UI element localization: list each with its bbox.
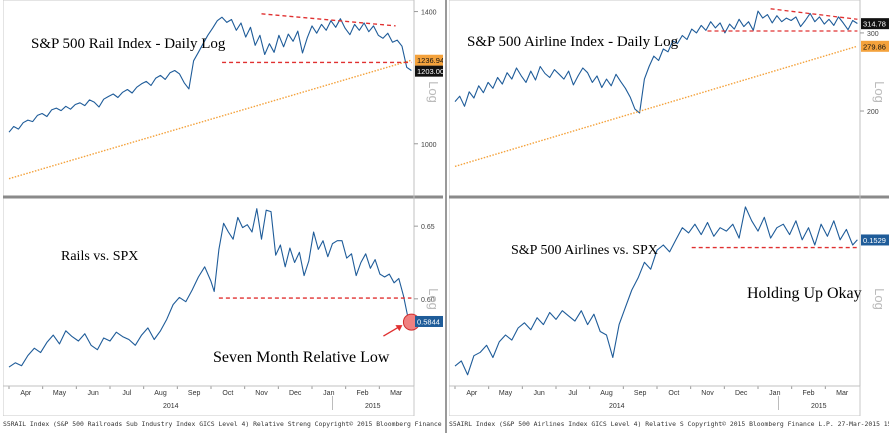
top-pane-title: S&P 500 Airline Index - Daily Log (467, 34, 679, 50)
x-tick-label: Oct (222, 390, 233, 397)
rail-chart-svg: 1400 1000 Log S&P 500 Rail Index - Daily Lo… (3, 0, 443, 416)
top-pane-title: S&P 500 Rail Index - Daily Log (31, 36, 226, 52)
last-value-box (415, 54, 443, 66)
top-pane: 1400 1000 Log S&P 500 Rail Index - Daily Lo… (8, 10, 443, 180)
y-tick-label: 0.60 (421, 297, 435, 304)
price-series-line (454, 10, 858, 114)
x-year-label: 2014 (609, 403, 625, 410)
x-axis: Apr May Jun Jul Aug Sep Oct Nov Dec Jan Feb Mar 2014… (3, 385, 414, 410)
last-value-label: 0.5844 (417, 317, 440, 326)
chart-background (449, 0, 889, 416)
y-axis-label: Log (872, 288, 887, 310)
last-value-label: 279.86 (863, 42, 886, 51)
chart-background (3, 0, 443, 416)
x-tick-label: Jun (534, 390, 545, 397)
bottom-pane-title: S&P 500 Airlines vs. SPX (511, 243, 658, 258)
x-tick-label: Mar (390, 390, 403, 397)
x-tick-label: Sep (188, 390, 201, 397)
y-tick-label: 0.65 (421, 224, 435, 231)
last-value-label: 314.78 (863, 20, 886, 29)
dashed-trendline (770, 8, 858, 20)
bottom-pane-title: Rails vs. SPX (61, 249, 138, 264)
x-tick-label: Jul (568, 390, 577, 397)
rail-chart-panel: 1400 1000 Log S&P 500 Rail Index - Daily Lo… (3, 0, 443, 433)
y-axis-label: Log (426, 81, 441, 103)
last-value-box (861, 18, 889, 30)
low-arrow-head (395, 325, 403, 332)
x-tick-label: Mar (836, 390, 849, 397)
x-tick-label: Dec (735, 390, 748, 397)
x-tick-label: Dec (289, 390, 302, 397)
x-tick-label: May (499, 390, 513, 397)
annotation-text: Holding Up Okay (747, 285, 862, 302)
price-series-line (8, 16, 412, 133)
x-tick-label: Jun (88, 390, 99, 397)
x-tick-label: Jan (323, 390, 334, 397)
x-tick-label: May (53, 390, 67, 397)
x-tick-label: Apr (20, 390, 32, 397)
airline-chart-panel: 300 200 Log S&P 500 Airline Index - Daily L… (449, 0, 889, 433)
panel-divider (443, 0, 449, 433)
x-tick-label: Aug (600, 390, 613, 397)
x-tick-label: Jan (769, 390, 780, 397)
airline-chart-footer: S5AIRL Index (S&P 500 Airlines Index GIC… (449, 420, 889, 428)
y-tick-label: 1400 (421, 10, 437, 17)
x-tick-label: Nov (255, 390, 268, 397)
airline-chart-svg: 300 200 Log S&P 500 Airline Index - Daily L… (449, 0, 889, 416)
y-tick-label: 300 (867, 31, 879, 38)
last-value-box (861, 234, 889, 246)
x-tick-label: Feb (356, 390, 368, 397)
last-value-box (415, 315, 443, 327)
x-year-label: 2015 (811, 403, 827, 410)
x-tick-label: Sep (634, 390, 647, 397)
relative-series-line (454, 206, 858, 376)
y-tick-label: 1000 (421, 142, 437, 149)
x-year-label: 2014 (163, 403, 179, 410)
last-value-label: 0.1529 (863, 236, 886, 245)
last-value-box (861, 40, 889, 52)
y-axis-label: Log (872, 81, 887, 103)
last-value-box (415, 65, 443, 77)
x-tick-label: Feb (802, 390, 814, 397)
rail-chart-footer: S5RAIL Index (S&P 500 Railroads Sub Indu… (3, 420, 443, 428)
x-tick-label: Jul (122, 390, 131, 397)
x-tick-label: Apr (466, 390, 478, 397)
moving_average-series-line (454, 45, 858, 168)
bottom-pane: Log Holding Up Okay S&P 500 Airlines vs. S… (454, 206, 889, 376)
last-value-label: 1236.94 (417, 56, 443, 65)
x-tick-label: Oct (668, 390, 679, 397)
x-year-label: 2015 (365, 403, 381, 410)
x-tick-label: Nov (701, 390, 714, 397)
dashed-trendline (261, 13, 396, 27)
last-value-label: 1203.00 (417, 67, 443, 76)
relative-series-line (8, 208, 414, 368)
moving_average-series-line (8, 59, 412, 180)
x-axis: Apr May Jun Jul Aug Sep Oct Nov Dec Jan Feb Mar 2014… (449, 385, 860, 410)
annotation-text: Seven Month Relative Low (213, 349, 390, 366)
top-pane: 300 200 Log S&P 500 Airline Index - Daily L… (454, 8, 889, 168)
x-tick-label: Aug (154, 390, 167, 397)
y-axis-label: Log (426, 288, 441, 310)
y-tick-label: 200 (867, 109, 879, 116)
